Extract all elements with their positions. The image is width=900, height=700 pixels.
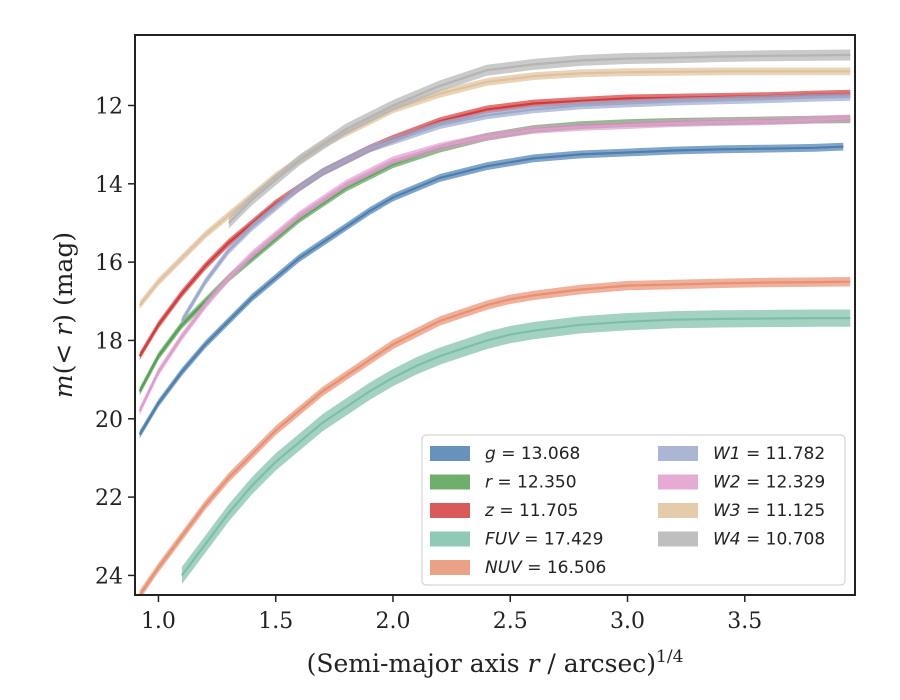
x-tick-label: 1.5	[258, 609, 293, 634]
legend-label-w3: W3 = 11.125	[713, 501, 825, 521]
y-tick-label: 18	[95, 329, 123, 354]
x-tick-label: 2.5	[493, 609, 528, 634]
legend-swatch-w2	[658, 474, 698, 490]
legend-label-g: g = 13.068	[485, 444, 580, 464]
y-axis: 12 14 16 18 20 22 24	[95, 94, 135, 589]
series-w3-band	[139, 67, 851, 310]
legend-label-w4: W4 = 10.708	[713, 530, 825, 550]
legend-swatch-w1	[658, 446, 698, 461]
y-tick-label: 24	[95, 564, 123, 589]
series-r-band	[139, 115, 851, 396]
legend-swatch-w4	[658, 531, 698, 547]
y-tick-label: 20	[95, 408, 123, 433]
series-w2-line	[138, 117, 851, 412]
x-tick-label: 1.0	[141, 609, 176, 634]
legend-box	[421, 434, 846, 586]
x-tick-label: 3.5	[727, 609, 762, 634]
series-w4-line	[228, 53, 851, 224]
y-axis-label: m(< r) (mag)	[49, 232, 78, 398]
y-tick-label: 22	[95, 486, 123, 511]
y-tick-label: 16	[95, 251, 123, 276]
legend: g = 13.068 r = 12.350 z = 11.705 FUV = 17.4…	[421, 434, 846, 586]
legend-swatch-z	[430, 503, 470, 518]
legend-label-w1: W1 = 11.782	[713, 444, 825, 464]
legend-label-w2: W2 = 12.329	[713, 473, 825, 493]
legend-swatch-r	[430, 474, 470, 490]
series-r-line	[138, 118, 851, 392]
legend-swatch-w3	[658, 503, 698, 518]
legend-label-fuv: FUV = 17.429	[485, 530, 603, 550]
series-g-band	[139, 142, 844, 439]
series-w1-band	[181, 93, 851, 325]
x-tick-label: 3.0	[610, 609, 645, 634]
x-axis: 1.0 1.5 2.0 2.5 3.0 3.5	[141, 595, 762, 634]
x-tick-label: 2.0	[375, 609, 410, 634]
series-w1-line	[180, 95, 851, 322]
plot-frame	[134, 34, 856, 596]
legend-label-z: z = 11.705	[484, 501, 578, 521]
legend-label-nuv: NUV = 16.506	[485, 558, 606, 578]
series-fuv-line	[181, 317, 851, 577]
series-g-line	[138, 145, 844, 435]
y-tick-label: 12	[95, 94, 123, 119]
legend-swatch-nuv	[430, 560, 470, 575]
legend-label-r: r = 12.350	[485, 473, 577, 493]
x-axis-label: (Semi-major axis r / arcsec)1/4	[307, 647, 684, 678]
legend-swatch-g	[430, 446, 470, 461]
legend-swatch-fuv	[430, 531, 470, 547]
series-nuv-line	[138, 280, 851, 595]
series-curves	[138, 49, 851, 595]
y-tick-label: 14	[95, 173, 123, 198]
